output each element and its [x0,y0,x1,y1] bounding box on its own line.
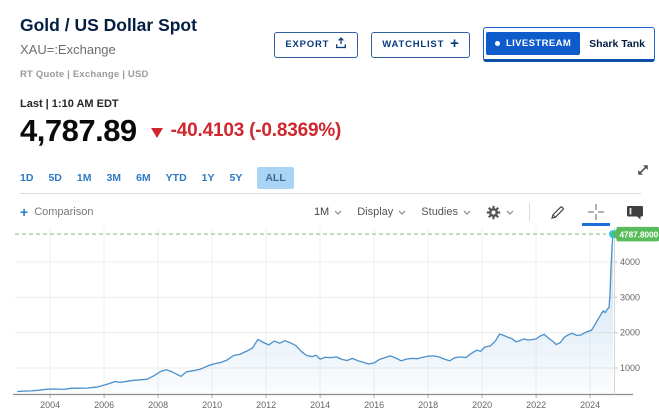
livestream-show-name: Shark Tank [589,37,645,50]
action-buttons: EXPORT WATCHLIST + LIVESTREAM Shark Tank [274,27,655,62]
quote-meta: RT Quote | Exchange | USD [20,69,149,80]
price-line [17,234,614,393]
x-axis-label: 2018 [418,400,438,410]
range-tab-ytd[interactable]: YTD [165,172,187,184]
symbol-exchange: XAU=:Exchange [20,42,116,57]
chevron-down-icon [463,210,471,215]
add-comparison-button[interactable]: + Comparison [20,203,94,220]
plus-icon: + [20,203,29,220]
watchlist-button-label: WATCHLIST [382,39,445,50]
x-axis-label: 2012 [256,400,276,410]
chevron-down-icon [334,210,342,215]
last-timestamp: Last | 1:10 AM EDT [20,98,119,110]
chart-toolbar: + Comparison 1M Display Studies [0,199,659,226]
y-axis-label: 2000 [620,328,640,338]
price-badge-value: 4787.8000 [620,230,659,239]
x-axis-label: 2020 [472,400,492,410]
range-tab-all[interactable]: ALL [257,167,294,189]
x-axis-label: 2008 [148,400,168,410]
livestream-button[interactable]: LIVESTREAM [485,32,581,55]
toolbar-controls: 1M Display Studies [314,201,647,226]
range-tab-1y[interactable]: 1Y [201,172,215,184]
y-axis-label: 3000 [620,292,640,302]
livestream-group[interactable]: LIVESTREAM Shark Tank [482,27,655,62]
plus-icon: + [450,35,459,52]
page-title: Gold / US Dollar Spot [20,15,197,35]
down-arrow-icon [150,127,163,138]
range-tab-5y[interactable]: 5Y [229,172,243,184]
crosshair-tool-button[interactable] [582,201,610,226]
y-axis-label: 1000 [620,363,640,373]
range-tab-1d[interactable]: 1D [20,172,34,184]
export-icon [335,37,347,52]
x-axis-label: 2024 [580,400,600,410]
livestream-label: LIVESTREAM [505,38,572,49]
pencil-icon [550,205,564,219]
price-chart-canvas[interactable]: 1000 2000 3000 4000 2004 2006 2008 2010 2012 2014… [0,225,659,417]
display-label: Display [357,206,394,218]
chevron-down-icon [506,210,514,215]
interval-dropdown[interactable]: 1M [314,206,342,218]
price-row: 4,787.89 -40.4103 (-0.8369%) [20,111,341,151]
price-area-fill [17,234,613,395]
range-tab-6m[interactable]: 6M [136,172,151,184]
price-change: -40.4103 (-0.8369%) [170,120,342,141]
last-price: 4,787.89 [20,113,137,148]
studies-dropdown[interactable]: Studies [421,206,471,218]
live-dot-icon [494,41,500,46]
range-tab-5d[interactable]: 5D [48,172,62,184]
export-button[interactable]: EXPORT [274,31,359,58]
expand-chart-icon[interactable] [635,162,651,178]
annotation-tool-button[interactable] [623,201,647,223]
display-dropdown[interactable]: Display [357,206,406,218]
x-axis-label: 2014 [310,400,330,410]
draw-tool-button[interactable] [545,201,569,223]
toolbar-separator [529,203,530,221]
range-tab-3m[interactable]: 3M [106,172,122,184]
gear-icon [486,205,501,219]
x-axis-label: 2022 [526,400,546,410]
comparison-label: Comparison [34,206,94,218]
studies-label: Studies [421,206,458,218]
crosshair-icon [588,204,604,220]
x-axis-label: 2016 [364,400,384,410]
section-divider [20,193,641,194]
range-tab-1m[interactable]: 1M [76,172,92,184]
settings-dropdown[interactable] [486,205,514,220]
comment-icon [627,206,643,220]
export-button-label: EXPORT [285,39,330,50]
interval-value: 1M [313,206,330,218]
chevron-down-icon [398,210,406,215]
watchlist-button[interactable]: WATCHLIST + [371,31,470,58]
x-axis-label: 2010 [202,400,222,410]
y-axis-label: 4000 [620,257,640,267]
price-badge [616,226,659,242]
x-axis-label: 2004 [40,400,60,410]
range-tabs: 1D 5D 1M 3M 6M YTD 1Y 5Y ALL [20,166,294,190]
price-badge-notch [611,228,617,240]
x-axis-label: 2006 [94,400,114,410]
